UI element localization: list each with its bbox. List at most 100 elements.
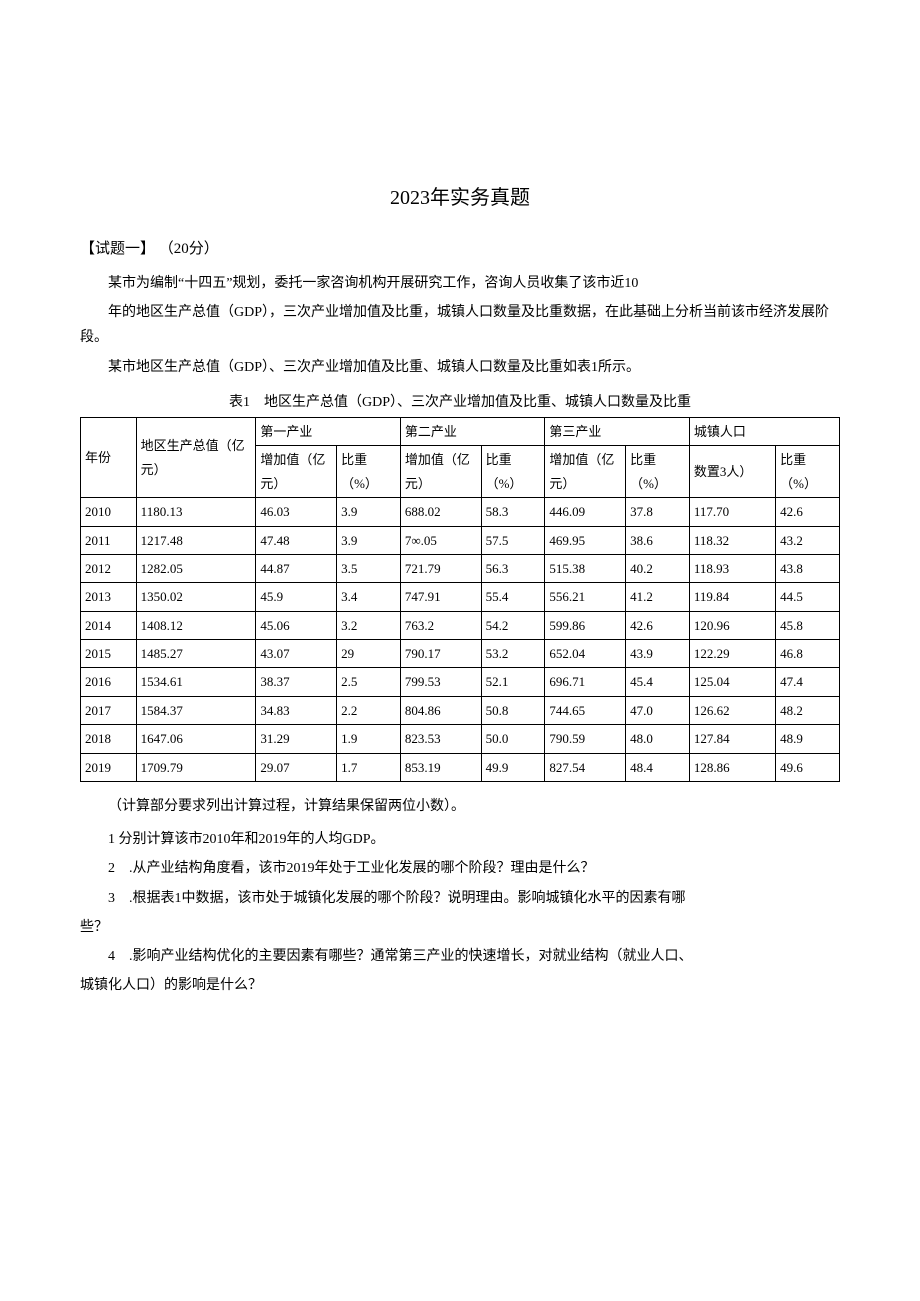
table-cell: 34.83 [256, 696, 337, 724]
table-cell: 556.21 [545, 583, 626, 611]
table-cell: 799.53 [400, 668, 481, 696]
table-cell: 7∞.05 [400, 526, 481, 554]
table-cell: 3.5 [337, 554, 401, 582]
table-cell: 2016 [81, 668, 137, 696]
table-cell: 29.07 [256, 753, 337, 781]
table-cell: 688.02 [400, 498, 481, 526]
th-pct1: 比重（%） [337, 446, 401, 498]
table-row: 20181647.0631.291.9823.5350.0790.5948.01… [81, 725, 840, 753]
table-cell: 118.93 [689, 554, 775, 582]
th-val3: 增加值（亿元） [545, 446, 626, 498]
questions-block: 1 分别计算该市2010年和2019年的人均GDP。 2 .从产业结构角度看，该… [80, 827, 840, 998]
table-cell: 1534.61 [136, 668, 256, 696]
table-cell: 696.71 [545, 668, 626, 696]
table-cell: 2013 [81, 583, 137, 611]
table-cell: 3.2 [337, 611, 401, 639]
table-cell: 47.48 [256, 526, 337, 554]
table-cell: 2.2 [337, 696, 401, 724]
table-cell: 2017 [81, 696, 137, 724]
table-cell: 52.1 [481, 668, 545, 696]
table-cell: 126.62 [689, 696, 775, 724]
table-cell: 122.29 [689, 640, 775, 668]
table-cell: 44.5 [776, 583, 840, 611]
table-cell: 763.2 [400, 611, 481, 639]
th-val2: 增加值（亿元） [400, 446, 481, 498]
table-row: 20111217.4847.483.97∞.0557.5469.9538.611… [81, 526, 840, 554]
table-cell: 38.6 [626, 526, 690, 554]
table-cell: 827.54 [545, 753, 626, 781]
intro-p1: 某市为编制“十四五”规划，委托一家咨询机构开展研究工作，咨询人员收集了该市近10 [80, 271, 840, 296]
table-cell: 1.7 [337, 753, 401, 781]
th-ind2: 第二产业 [400, 417, 545, 445]
table-row: 20121282.0544.873.5721.7956.3515.3840.21… [81, 554, 840, 582]
table-cell: 44.87 [256, 554, 337, 582]
table-cell: 744.65 [545, 696, 626, 724]
table-cell: 652.04 [545, 640, 626, 668]
table-cell: 48.4 [626, 753, 690, 781]
th-ind3: 第三产业 [545, 417, 690, 445]
table-cell: 1.9 [337, 725, 401, 753]
table-cell: 515.38 [545, 554, 626, 582]
table-cell: 57.5 [481, 526, 545, 554]
question-3-cont: 些？ [80, 915, 840, 940]
table-cell: 50.8 [481, 696, 545, 724]
table-cell: 804.86 [400, 696, 481, 724]
table-cell: 2012 [81, 554, 137, 582]
table-cell: 790.17 [400, 640, 481, 668]
calc-note: （计算部分要求列出计算过程，计算结果保留两位小数）。 [80, 794, 840, 819]
question-4-cont: 城镇化人口）的影响是什么？ [80, 973, 840, 998]
table-cell: 3.9 [337, 526, 401, 554]
table-cell: 43.8 [776, 554, 840, 582]
intro-p3: 某市地区生产总值（GDP）、三次产业增加值及比重、城镇人口数量及比重如表1所示。 [80, 355, 840, 380]
table-cell: 823.53 [400, 725, 481, 753]
table-cell: 45.06 [256, 611, 337, 639]
table-cell: 47.0 [626, 696, 690, 724]
table-cell: 42.6 [626, 611, 690, 639]
th-pop: 数置3人） [689, 446, 775, 498]
question-3: 3 .根据表1中数据，该市处于城镇化发展的哪个阶段？说明理由。影响城镇化水平的因… [80, 886, 840, 911]
intro-p2: 年的地区生产总值（GDP），三次产业增加值及比重，城镇人口数量及比重数据，在此基… [80, 300, 840, 350]
table-row: 20151485.2743.0729790.1753.2652.0443.912… [81, 640, 840, 668]
table-cell: 853.19 [400, 753, 481, 781]
table-cell: 49.9 [481, 753, 545, 781]
table-cell: 38.37 [256, 668, 337, 696]
table-cell: 43.07 [256, 640, 337, 668]
table-cell: 46.03 [256, 498, 337, 526]
table-cell: 45.8 [776, 611, 840, 639]
table-cell: 2011 [81, 526, 137, 554]
table-cell: 446.09 [545, 498, 626, 526]
table-cell: 42.6 [776, 498, 840, 526]
table-cell: 1408.12 [136, 611, 256, 639]
table-cell: 2.5 [337, 668, 401, 696]
table-row: 20101180.1346.033.9688.0258.3446.0937.81… [81, 498, 840, 526]
table-cell: 56.3 [481, 554, 545, 582]
table-row: 20171584.3734.832.2804.8650.8744.6547.01… [81, 696, 840, 724]
table-row: 20191709.7929.071.7853.1949.9827.5448.41… [81, 753, 840, 781]
table-cell: 48.9 [776, 725, 840, 753]
table-row: 20131350.0245.93.4747.9155.4556.2141.211… [81, 583, 840, 611]
table-cell: 118.32 [689, 526, 775, 554]
table-cell: 1282.05 [136, 554, 256, 582]
th-year: 年份 [81, 417, 137, 497]
table-cell: 43.2 [776, 526, 840, 554]
table-cell: 54.2 [481, 611, 545, 639]
table-cell: 48.2 [776, 696, 840, 724]
table-cell: 2019 [81, 753, 137, 781]
table-cell: 41.2 [626, 583, 690, 611]
table-header: 年份 地区生产总值（亿元） 第一产业 第二产业 第三产业 城镇人口 增加值（亿元… [81, 417, 840, 497]
table-cell: 1584.37 [136, 696, 256, 724]
table-cell: 1485.27 [136, 640, 256, 668]
table-cell: 1180.13 [136, 498, 256, 526]
table-cell: 128.86 [689, 753, 775, 781]
table-row: 20161534.6138.372.5799.5352.1696.7145.41… [81, 668, 840, 696]
question-header: 【试题一】 （20分） [80, 236, 840, 263]
table-cell: 790.59 [545, 725, 626, 753]
table-cell: 1647.06 [136, 725, 256, 753]
th-ind1: 第一产业 [256, 417, 401, 445]
table-cell: 47.4 [776, 668, 840, 696]
th-pop-pct: 比重（%） [776, 446, 840, 498]
table-cell: 2010 [81, 498, 137, 526]
table-cell: 3.9 [337, 498, 401, 526]
question-label: 【试题一】 [80, 241, 155, 257]
table-cell: 721.79 [400, 554, 481, 582]
